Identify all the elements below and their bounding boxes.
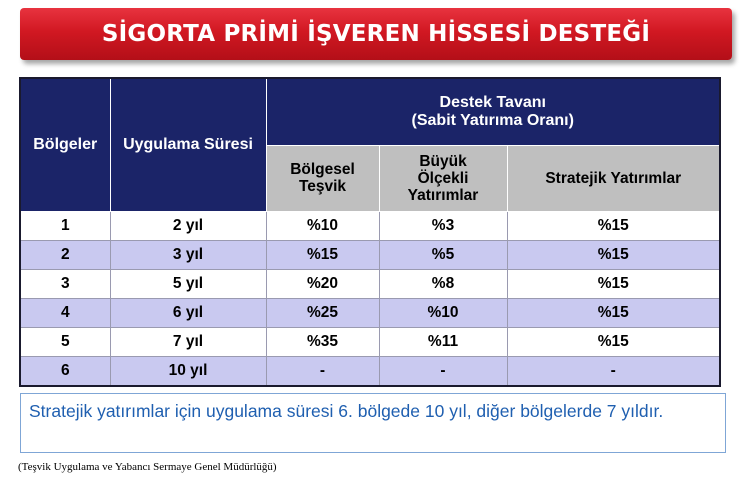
table-row: 5 7 yıl %35 %11 %15 (19, 326, 721, 357)
cell-regional: %10 (265, 210, 380, 241)
cell-duration: 3 yıl (109, 239, 267, 270)
cell-duration: 10 yıl (109, 355, 267, 386)
source-caption: (Teşvik Uygulama ve Yabancı Sermaye Gene… (18, 461, 277, 473)
header-large-scale: Büyük Ölçekli Yatırımlar (378, 144, 508, 212)
header-support-cap-line2: (Sabit Yatırıma Oranı) (411, 111, 574, 129)
cell-regional: %25 (265, 297, 380, 328)
info-note: Stratejik yatırımlar için uygulama süres… (20, 393, 726, 453)
cell-large: - (378, 355, 508, 386)
cell-regional: %35 (265, 326, 380, 357)
page-title: SİGORTA PRİMİ İŞVEREN HİSSESİ DESTEĞİ (101, 21, 651, 47)
cell-large: %5 (378, 239, 508, 270)
header-regional-line1: Bölgesel (290, 161, 355, 178)
cell-strategic: %15 (506, 297, 721, 328)
header-duration: Uygulama Süresi (109, 77, 267, 212)
header-regional-incentive: Bölgesel Teşvik (265, 144, 380, 212)
cell-region: 4 (19, 297, 111, 328)
cell-regional: %15 (265, 239, 380, 270)
cell-strategic: %15 (506, 326, 721, 357)
header-regional-line2: Teşvik (298, 178, 347, 195)
cell-region: 1 (19, 210, 111, 241)
header-large-line3: Yatırımlar (407, 186, 479, 204)
cell-large: %8 (378, 268, 508, 299)
title-banner: SİGORTA PRİMİ İŞVEREN HİSSESİ DESTEĞİ (20, 8, 732, 60)
cell-strategic: %15 (506, 239, 721, 270)
support-table: Bölgeler Uygulama Süresi Destek Tavanı (… (19, 77, 721, 387)
cell-duration: 2 yıl (109, 210, 267, 241)
cell-duration: 6 yıl (109, 297, 267, 328)
cell-strategic: %15 (506, 210, 721, 241)
cell-regional: %20 (265, 268, 380, 299)
cell-large: %10 (378, 297, 508, 328)
header-support-cap-line1: Destek Tavanı (439, 93, 546, 111)
cell-large: %11 (378, 326, 508, 357)
table-row: 4 6 yıl %25 %10 %15 (19, 297, 721, 328)
cell-duration: 5 yıl (109, 268, 267, 299)
cell-region: 2 (19, 239, 111, 270)
header-support-cap: Destek Tavanı (Sabit Yatırıma Oranı) (265, 77, 721, 146)
table-row: 1 2 yıl %10 %3 %15 (19, 210, 721, 241)
header-strategic: Stratejik Yatırımlar (506, 144, 721, 212)
cell-strategic: %15 (506, 268, 721, 299)
cell-regional: - (265, 355, 380, 386)
table-row: 2 3 yıl %15 %5 %15 (19, 239, 721, 270)
cell-large: %3 (378, 210, 508, 241)
header-large-line2: Ölçekli (417, 169, 469, 187)
header-region: Bölgeler (19, 77, 111, 212)
cell-region: 3 (19, 268, 111, 299)
table-row: 3 5 yıl %20 %8 %15 (19, 268, 721, 299)
cell-region: 6 (19, 355, 111, 386)
info-note-text: Stratejik yatırımlar için uygulama süres… (29, 401, 664, 421)
cell-region: 5 (19, 326, 111, 357)
cell-duration: 7 yıl (109, 326, 267, 357)
cell-strategic: - (506, 355, 721, 386)
header-large-line1: Büyük (419, 152, 467, 170)
table-row: 6 10 yıl - - - (19, 355, 721, 386)
